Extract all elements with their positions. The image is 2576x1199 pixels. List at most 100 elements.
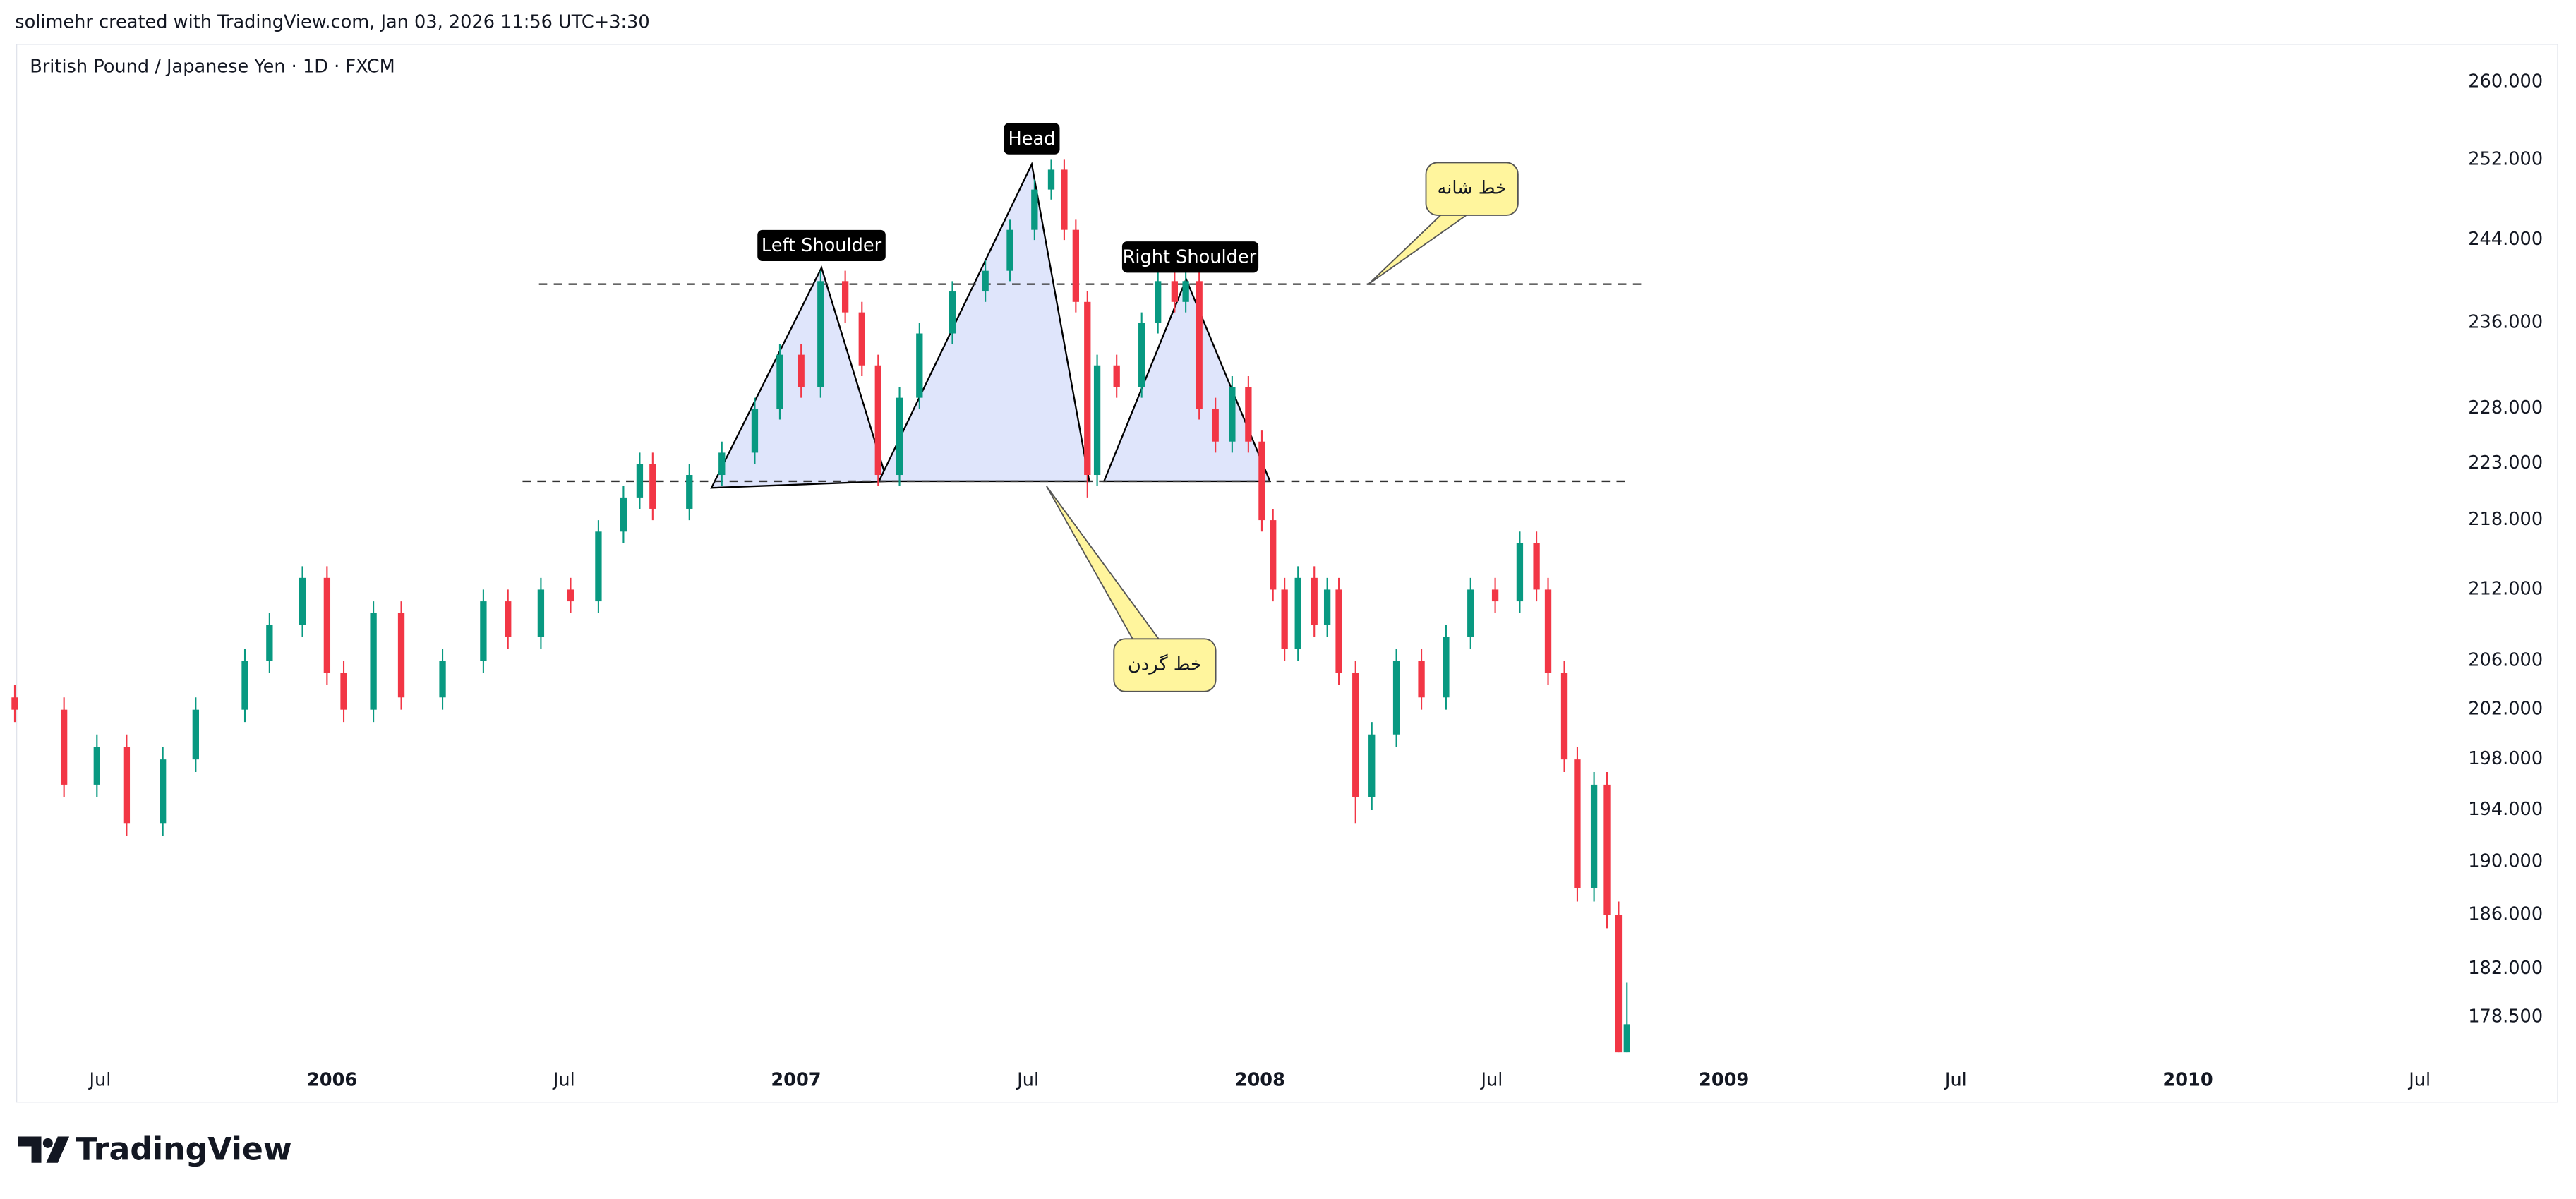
candle-body (1603, 784, 1611, 915)
candle-body (718, 452, 726, 476)
candle-body (1516, 543, 1524, 602)
label-box (757, 229, 886, 262)
x-tick-label: Jul (1944, 1069, 1967, 1090)
candle-body (1155, 281, 1162, 323)
candle-body (480, 601, 487, 661)
right-shoulder-shape (1102, 277, 1272, 483)
label-box (1004, 123, 1060, 155)
candle-body (595, 531, 602, 602)
y-tick-label: 182.000 (2468, 958, 2543, 979)
y-tick-label: 186.000 (2468, 903, 2543, 924)
candle-body (60, 709, 68, 785)
candle-body (1443, 637, 1450, 698)
candle-body (323, 577, 331, 673)
y-tick-label: 194.000 (2468, 799, 2543, 820)
candle-body (1392, 661, 1400, 735)
candle-body (123, 747, 131, 824)
candle-body (1006, 229, 1013, 271)
candle-body (1138, 323, 1145, 387)
candle-body (1281, 589, 1288, 649)
candle-body (1061, 169, 1068, 230)
x-tick-label: Jul (552, 1069, 575, 1090)
candle-body (1245, 387, 1252, 442)
y-tick-label: 178.500 (2468, 1006, 2543, 1027)
x-tick-label: 2009 (1699, 1069, 1749, 1090)
candle-body (1294, 577, 1301, 649)
candle-body (1615, 915, 1623, 1053)
candle-body (776, 354, 783, 409)
candle-body (1212, 409, 1219, 442)
logo-icon (42, 1138, 53, 1148)
candle-body (370, 613, 377, 710)
header: solimehr created with TradingView.com, J… (15, 12, 649, 33)
candle-body (505, 601, 512, 637)
callout-text: خط شانه (1437, 178, 1506, 199)
logo: TradingView (18, 1132, 292, 1168)
candle-body (1491, 589, 1499, 602)
label: Left Shoulder (762, 235, 882, 256)
candle-body (686, 475, 693, 509)
candle-body (1182, 281, 1189, 302)
y-tick-label: 236.000 (2468, 312, 2543, 333)
candle-body (192, 709, 199, 760)
candle-body (1335, 589, 1342, 673)
candle-body (1418, 661, 1425, 698)
label: Head (1008, 128, 1055, 150)
label: Right Shoulder (1123, 246, 1257, 267)
candle-body (896, 397, 903, 476)
candle-body (1544, 589, 1552, 673)
candle-body (620, 497, 627, 532)
candle-body (1574, 759, 1581, 888)
candle-body (874, 365, 881, 476)
chart-title: British Pound / Japanese Yen · 1D · FXCM (30, 56, 395, 77)
candle-body (1467, 589, 1474, 637)
label-box (1121, 241, 1259, 273)
candle-body (11, 697, 18, 710)
candle-body (982, 270, 989, 292)
candle-body (1323, 589, 1331, 625)
candle-body (160, 759, 167, 824)
candle-body (916, 333, 923, 398)
candle-body (1113, 365, 1120, 387)
axes: 260.000 252.000 244.000 236.000 228.000 223.0… (88, 71, 2543, 1090)
candle-body (1590, 784, 1598, 888)
y-tick-label: 212.000 (2468, 578, 2543, 599)
candle-body (439, 661, 446, 698)
callout-box (1425, 162, 1519, 216)
candle-body (537, 589, 545, 637)
chart-frame (16, 44, 2558, 1103)
candle-body (798, 354, 805, 387)
candle-body (1031, 189, 1038, 230)
labels: Left Shoulder Head Right Shoulder خط شان… (757, 123, 1519, 692)
x-tick-label: Jul (1480, 1069, 1503, 1090)
x-tick-label: 2007 (771, 1069, 821, 1090)
callout-text: خط گردن (1128, 654, 1202, 675)
y-tick-label: 198.000 (2468, 748, 2543, 769)
x-tick-label: Jul (2407, 1069, 2431, 1090)
candle-body (949, 291, 956, 334)
x-tick-label: Jul (1016, 1069, 1039, 1090)
candle-body (841, 281, 849, 313)
candle-body (751, 409, 759, 453)
candle-body (649, 464, 656, 509)
candle-body (858, 312, 865, 366)
candle-body (1623, 1024, 1630, 1053)
candle-body (1171, 281, 1179, 302)
y-tick-label: 190.000 (2468, 850, 2543, 872)
candle-body (567, 589, 574, 602)
y-tick-label: 223.000 (2468, 452, 2543, 474)
candle-body (1270, 520, 1277, 590)
candle-body (1311, 577, 1318, 625)
candle-body (1229, 387, 1236, 442)
y-tick-label: 202.000 (2468, 699, 2543, 720)
y-tick-label: 260.000 (2468, 71, 2543, 92)
y-tick-label: 252.000 (2468, 148, 2543, 169)
candle-body (1368, 734, 1376, 797)
candle-body (817, 281, 824, 387)
candle-body (1047, 169, 1055, 190)
candle-body (1533, 543, 1540, 590)
candle-body (241, 661, 248, 710)
candle-body (1196, 281, 1203, 409)
callout-box (1113, 638, 1217, 692)
